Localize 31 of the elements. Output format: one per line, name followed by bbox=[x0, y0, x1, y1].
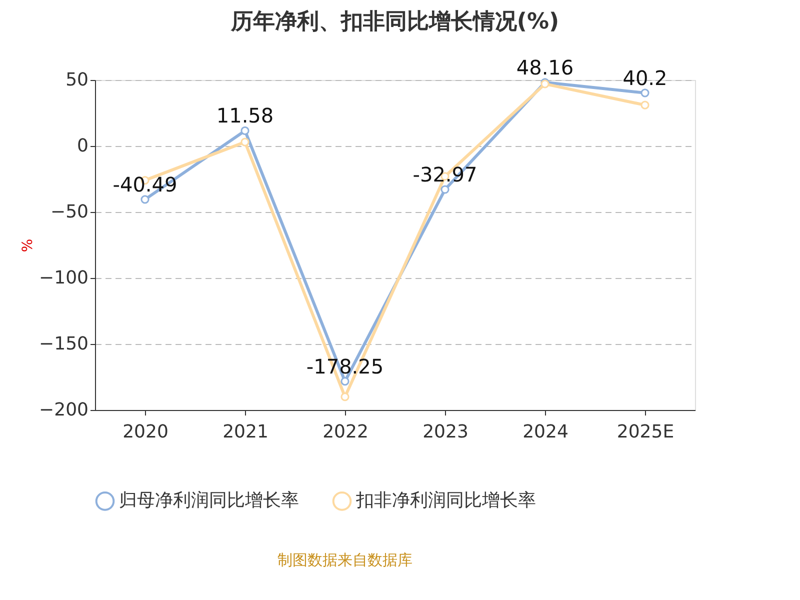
legend-label: 扣非净利润同比增长率 bbox=[355, 490, 536, 512]
point bbox=[340, 377, 350, 386]
data-label: 11.58 bbox=[216, 104, 274, 128]
x-tick-label: 2021 bbox=[222, 422, 268, 442]
chart-title: 历年净利、扣非同比增长情况(%) bbox=[230, 9, 560, 34]
y-tick-label: −150 bbox=[39, 334, 88, 354]
point bbox=[240, 126, 250, 135]
data-label: -40.49 bbox=[112, 172, 178, 196]
y-tick-label: −200 bbox=[39, 400, 88, 420]
x-tick-label: 2025E bbox=[616, 422, 674, 442]
point bbox=[640, 88, 650, 98]
x-tick-label: 2023 bbox=[422, 422, 468, 442]
x-tick-label: 2022 bbox=[322, 422, 368, 442]
y-tick-label: −50 bbox=[50, 202, 88, 222]
y-tick-label: 50 bbox=[66, 70, 88, 90]
legend-label: 归母净利润同比增长率 bbox=[119, 490, 299, 512]
text: 制图数据来自数据库 bbox=[278, 551, 412, 569]
point bbox=[340, 392, 350, 402]
data-label: -178.25 bbox=[306, 354, 384, 378]
data-label: 40.2 bbox=[622, 66, 668, 90]
y-tick-label: 0 bbox=[77, 136, 88, 156]
point bbox=[440, 185, 450, 194]
point bbox=[140, 195, 150, 204]
y-axis-title: % bbox=[20, 238, 36, 252]
data-label: -32.97 bbox=[412, 162, 478, 187]
x-tick-label: 2020 bbox=[122, 422, 168, 442]
y-tick-label: −100 bbox=[39, 268, 88, 288]
data-label: 48.16 bbox=[516, 55, 574, 80]
point bbox=[240, 138, 250, 146]
x-tick-label: 2024 bbox=[522, 422, 568, 442]
point bbox=[640, 100, 650, 110]
